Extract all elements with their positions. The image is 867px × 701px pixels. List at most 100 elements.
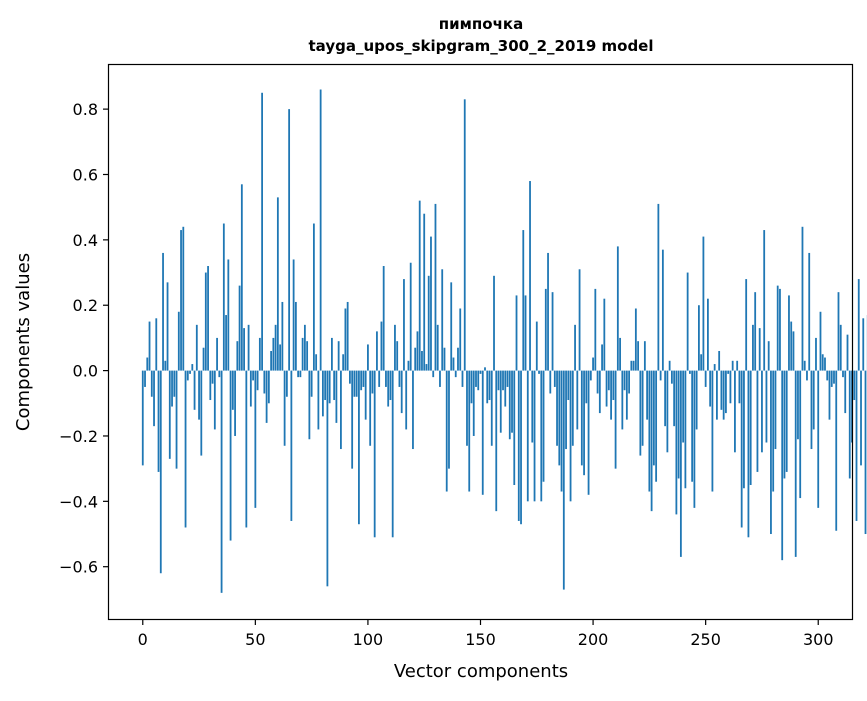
bar [268,371,270,404]
bar [608,371,610,391]
bar [234,371,236,436]
bar [549,371,551,394]
bar [507,371,509,387]
bar [230,371,232,541]
bar [680,371,682,557]
bar [367,344,369,370]
bar [709,371,711,407]
bar [509,371,511,440]
bar [414,348,416,371]
bar [493,276,495,371]
bar [633,361,635,371]
bar [182,227,184,371]
bar [203,348,205,371]
bar [475,371,477,387]
bar [331,338,333,371]
bar [617,246,619,370]
y-tick-label: −0.4 [59,492,98,511]
bar [705,371,707,387]
bar [777,286,779,371]
bar [468,371,470,492]
bar [329,371,331,404]
bar [790,322,792,371]
x-tick-label: 0 [138,630,148,649]
bar [732,361,734,371]
bar [498,371,500,391]
bar [700,354,702,370]
bar [365,371,367,420]
bar [408,361,410,371]
bar [412,371,414,449]
bar [257,371,259,391]
x-tick-label: 200 [578,630,609,649]
bar [288,109,290,370]
bar [281,302,283,371]
bar [419,201,421,371]
bar [205,273,207,371]
bar [221,371,223,593]
bar [651,371,653,512]
bar [241,184,243,370]
x-tick-label: 150 [465,630,496,649]
bar [200,371,202,456]
bar [847,335,849,371]
bar [624,371,626,391]
bar [610,371,612,420]
bar [178,312,180,371]
bar [336,371,338,423]
bar [824,358,826,371]
bar [721,371,723,410]
bar [392,371,394,538]
bar [405,371,407,430]
bar [410,263,412,371]
bar [245,371,247,528]
bar [527,371,529,502]
bar [657,204,659,371]
bar [333,371,335,400]
bar [297,371,299,378]
bar [477,371,479,391]
bar [151,371,153,397]
bar [779,289,781,371]
bar [554,371,556,387]
bar [669,361,671,371]
bar [556,371,558,446]
bar [635,309,637,371]
bar [482,371,484,495]
bar [473,371,475,436]
bar [495,371,497,512]
bar [302,338,304,371]
bar [354,371,356,397]
bar [687,273,689,371]
bar [662,250,664,371]
bar [531,371,533,443]
bar [146,358,148,371]
bar [426,364,428,371]
bar [227,259,229,370]
bar [574,325,576,371]
bar [387,371,389,407]
bar [462,371,464,387]
bar [572,371,574,446]
bar [833,371,835,384]
bar [511,371,513,433]
bar [842,371,844,378]
bar [594,289,596,371]
bar [450,282,452,370]
bar [295,302,297,371]
bar [522,230,524,371]
bar [748,371,750,538]
bar [784,371,786,479]
bar [286,371,288,397]
y-tick-label: −0.6 [59,558,98,577]
bar [187,371,189,381]
bar [781,371,783,561]
bar [621,371,623,430]
bar [261,93,263,371]
bar [844,371,846,413]
bar [646,371,648,420]
bar [502,371,504,391]
bar [464,99,466,370]
